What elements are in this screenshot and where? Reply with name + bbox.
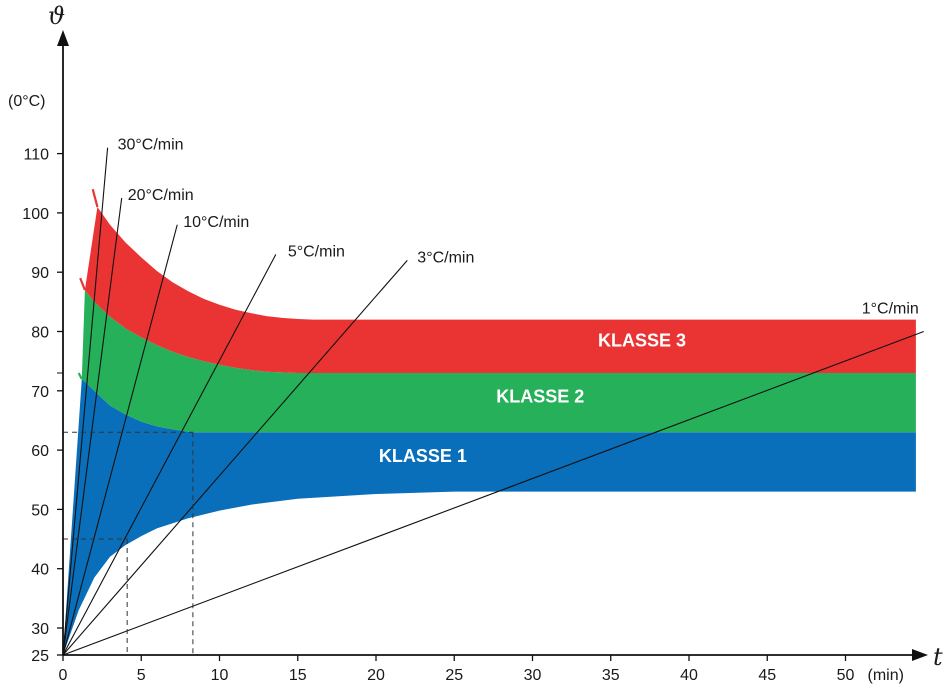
red-edge-2 bbox=[79, 277, 86, 291]
class-label-klasse-3: KLASSE 3 bbox=[598, 330, 686, 350]
rate-line-5 bbox=[62, 254, 277, 656]
rate-line-3 bbox=[62, 259, 408, 656]
y-tick-label-80: 80 bbox=[31, 325, 49, 342]
tick-labels: 25 30 40 50 60 70 80 90 100 110 0 5 10 15 20 25 30 35 40 45… bbox=[22, 147, 904, 684]
rate-label-20: 20°C/min bbox=[128, 187, 194, 204]
x-tick-label-35: 35 bbox=[602, 667, 620, 684]
band-klasse-3 bbox=[84, 207, 916, 373]
x-tick-label-40: 40 bbox=[680, 667, 698, 684]
x-tick-label-15: 15 bbox=[289, 667, 307, 684]
rate-label-5: 5°C/min bbox=[288, 243, 345, 260]
band-edges bbox=[77, 188, 99, 380]
y-tick-label-90: 90 bbox=[31, 265, 49, 282]
y-tick-label-30: 30 bbox=[31, 621, 49, 638]
x-tick-label-5: 5 bbox=[137, 667, 146, 684]
rate-label-3: 3°C/min bbox=[417, 249, 474, 266]
y-tick-label-25: 25 bbox=[31, 648, 49, 665]
y-tick-label-50: 50 bbox=[31, 502, 49, 519]
x-tick-label-25: 25 bbox=[445, 667, 463, 684]
class-label-klasse-1: KLASSE 1 bbox=[379, 446, 467, 466]
rate-line-1 bbox=[62, 330, 924, 656]
rate-label-30: 30°C/min bbox=[118, 137, 184, 154]
class-label-klasse-2: KLASSE 2 bbox=[496, 387, 584, 407]
rate-lines bbox=[62, 147, 924, 656]
x-tick-label-10: 10 bbox=[211, 667, 229, 684]
red-edge bbox=[91, 188, 99, 208]
axes: ϑ t (0°C) bbox=[8, 2, 943, 671]
rate-label-10: 10°C/min bbox=[183, 214, 249, 231]
reference-lines bbox=[63, 431, 194, 655]
y-axis-unit: (0°C) bbox=[8, 93, 46, 110]
rate-line-10 bbox=[62, 224, 178, 656]
green-edge bbox=[77, 372, 83, 380]
x-tick-label-20: 20 bbox=[367, 667, 385, 684]
y-tick-label-40: 40 bbox=[31, 562, 49, 579]
x-axis-arrow bbox=[912, 649, 928, 661]
y-axis-arrow bbox=[57, 30, 69, 46]
y-tick-label-60: 60 bbox=[31, 443, 49, 460]
rate-line-20 bbox=[62, 198, 123, 656]
band-klasse-1 bbox=[63, 378, 916, 655]
x-axis-symbol: t bbox=[933, 643, 943, 671]
class-bands bbox=[63, 207, 916, 655]
x-tick-label-45: 45 bbox=[758, 667, 776, 684]
x-tick-label-30: 30 bbox=[524, 667, 542, 684]
rate-line-30 bbox=[62, 147, 109, 656]
rate-labels: 30°C/min 20°C/min 10°C/min 5°C/min 3°C/min 1°… bbox=[118, 137, 919, 318]
y-axis-symbol: ϑ bbox=[48, 2, 65, 30]
x-tick-label-0: 0 bbox=[59, 667, 68, 684]
y-tick-label-110: 110 bbox=[23, 147, 49, 164]
rate-label-1: 1°C/min bbox=[862, 301, 919, 318]
y-tick-label-70: 70 bbox=[31, 384, 49, 401]
y-tick-label-100: 100 bbox=[22, 206, 49, 223]
x-tick-label-50: 50 bbox=[837, 667, 855, 684]
x-axis-unit: (min) bbox=[868, 667, 904, 684]
class-labels: KLASSE 1 KLASSE 2 KLASSE 3 bbox=[379, 330, 686, 466]
band-klasse-2 bbox=[81, 290, 916, 433]
